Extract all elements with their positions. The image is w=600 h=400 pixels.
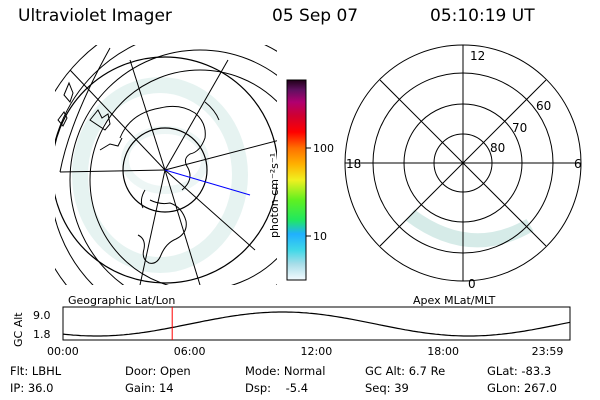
instrument-title: Ultraviolet Imager [18, 6, 172, 26]
sequence-status: Seq: 39 [365, 381, 409, 395]
filter-status: Flt: LBHL [10, 364, 62, 378]
colorbar-tick-10: 10 [313, 230, 327, 243]
altitude-plot: GC Alt 9.0 1.8 [12, 306, 571, 347]
dsp-status: Dsp: -5.4 [245, 381, 309, 395]
mlat-label-70: 70 [512, 121, 527, 135]
apex-panel-label: Apex MLat/MLT [413, 294, 496, 307]
apex-polar-plot: 12 18 6 0 80 70 60 [344, 44, 582, 291]
aurora-emission-left [72, 77, 248, 273]
time-tick-4: 23:59 [531, 345, 564, 358]
door-status: Door: Open [125, 364, 191, 378]
time-tick-1: 06:00 [173, 345, 206, 358]
mlt-label-6: 6 [574, 157, 582, 171]
altitude-tick-high: 9.0 [33, 309, 51, 322]
time-tick-0: 00:00 [47, 345, 79, 358]
altitude-curve [62, 311, 571, 337]
altitude-tick-low: 1.8 [33, 328, 51, 341]
colorbar-label: photon cm⁻²s⁻¹ [268, 153, 281, 238]
mlat-label-80: 80 [490, 141, 505, 155]
mlt-label-12: 12 [470, 49, 485, 63]
coastline [57, 81, 220, 264]
aurora-emission-right [405, 209, 534, 248]
mlt-label-18: 18 [346, 157, 361, 171]
ip-status: IP: 36.0 [10, 381, 54, 395]
observation-time: 05:10:19 UT [430, 6, 535, 26]
geographic-map [55, 45, 277, 285]
gain-status: Gain: 14 [125, 381, 174, 395]
gc-altitude-status: GC Alt: 6.7 Re [365, 364, 446, 378]
observation-date: 05 Sep 07 [272, 6, 359, 26]
geographic-panel-label: Geographic Lat/Lon [68, 294, 175, 307]
time-tick-2: 12:00 [300, 345, 333, 358]
colorbar: 100 10 photon cm⁻²s⁻¹ [268, 79, 334, 281]
mlt-label-0: 0 [468, 277, 476, 291]
altitude-axis-label: GC Alt [12, 312, 25, 347]
geo-longitude-status: GLon: 267.0 [487, 381, 557, 395]
mlat-label-60: 60 [536, 99, 551, 113]
local-noon-meridian [164, 169, 251, 196]
geo-latitude-status: GLat: -83.3 [487, 364, 552, 378]
time-tick-3: 18:00 [427, 345, 459, 358]
colorbar-tick-100: 100 [313, 142, 334, 155]
mode-status: Mode: Normal [245, 364, 326, 378]
